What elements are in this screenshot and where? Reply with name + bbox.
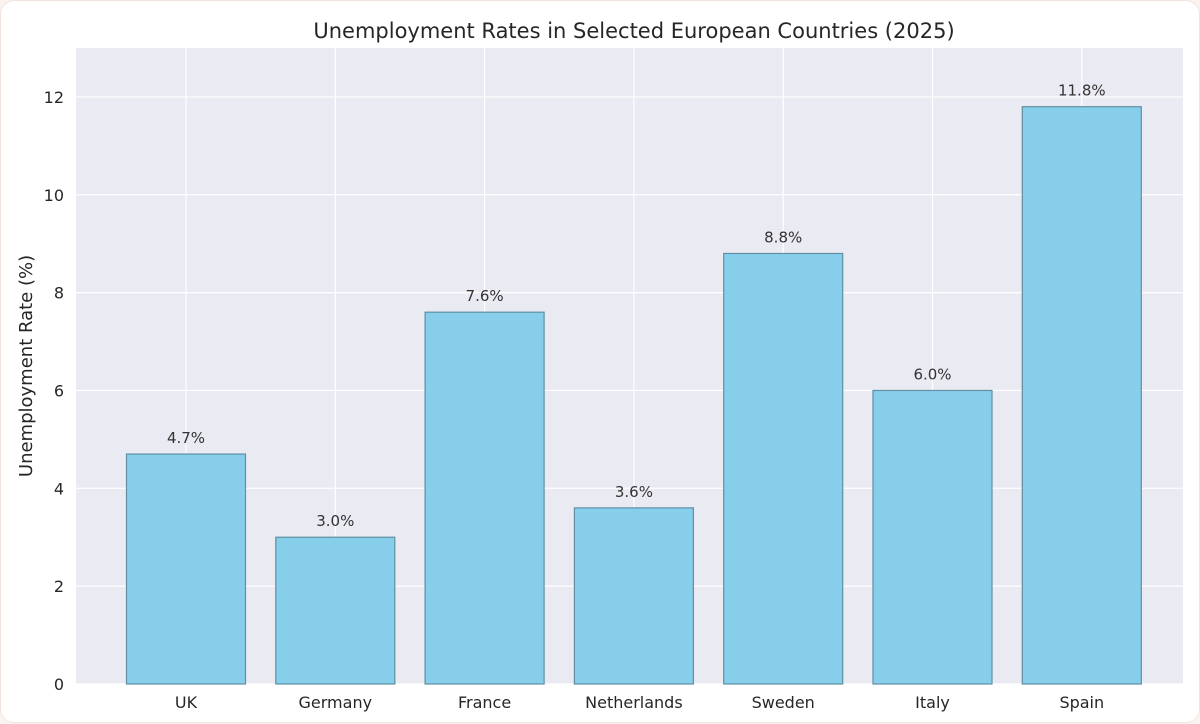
bar-france [424, 311, 545, 685]
x-tick-label-france: France [458, 693, 511, 712]
x-tick-label-netherlands: Netherlands [585, 693, 683, 712]
chart-title: Unemployment Rates in Selected European … [313, 19, 954, 43]
y-tick-label: 10 [44, 186, 64, 205]
y-tick-label: 2 [54, 577, 64, 596]
bar-italy [872, 389, 993, 685]
x-tick-label-germany: Germany [299, 693, 373, 712]
y-tick-label: 8 [54, 284, 64, 303]
bar-sweden [723, 252, 844, 685]
data-label-france: 7.6% [466, 287, 504, 305]
data-label-spain: 11.8% [1058, 82, 1106, 100]
y-tick-label: 12 [44, 88, 64, 107]
data-labels: 4.7% 3.0% 7.6% 3.6% 8.8% 6.0% 11.8% [167, 82, 1106, 531]
y-tick-labels: 0 2 4 6 8 10 12 [44, 88, 64, 694]
data-label-germany: 3.0% [316, 512, 354, 530]
y-tick-label: 6 [54, 381, 64, 400]
data-label-uk: 4.7% [167, 429, 205, 447]
data-label-netherlands: 3.6% [615, 483, 653, 501]
x-tick-label-uk: UK [175, 693, 198, 712]
x-tick-label-italy: Italy [915, 693, 950, 712]
y-axis-label: Unemployment Rate (%) [16, 255, 37, 477]
bar-uk [125, 453, 247, 685]
x-tick-labels: UK Germany France Netherlands Sweden Italy Spa… [175, 693, 1104, 712]
bar-spain [1021, 106, 1142, 685]
y-tick-label: 0 [54, 675, 64, 694]
x-tick-label-sweden: Sweden [752, 693, 815, 712]
y-tick-label: 4 [54, 479, 64, 498]
x-tick-label-spain: Spain [1059, 693, 1104, 712]
bar-germany [275, 536, 396, 685]
data-label-italy: 6.0% [913, 365, 951, 383]
data-label-sweden: 8.8% [764, 228, 802, 246]
bar-netherlands [573, 507, 695, 685]
bars [125, 106, 1142, 685]
